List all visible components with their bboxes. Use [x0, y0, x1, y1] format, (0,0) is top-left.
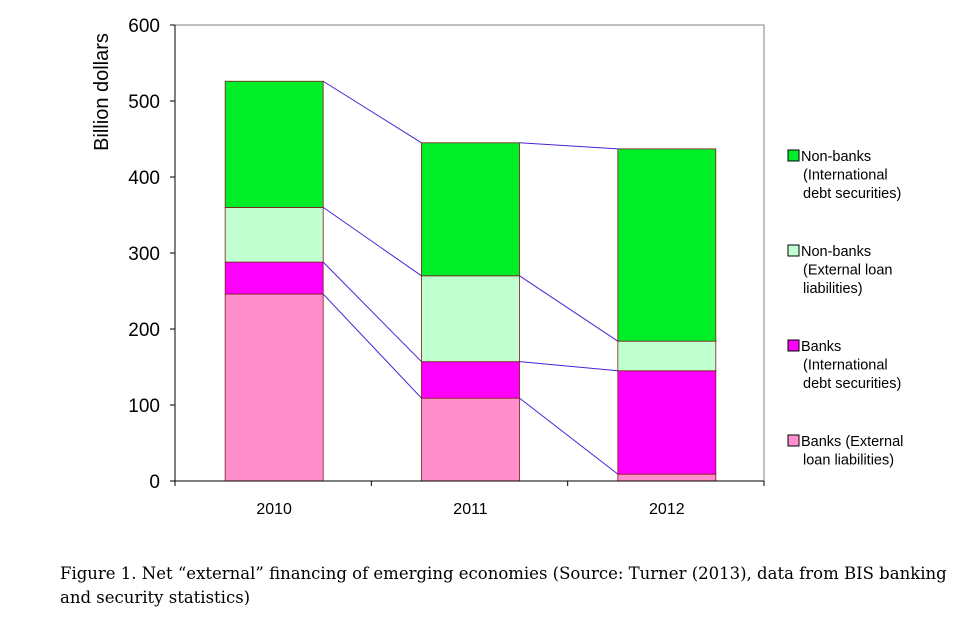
bar-segment	[421, 142, 520, 277]
legend-label: Non-banks	[801, 149, 871, 165]
legend: Non-banks (International debt securities) N…	[787, 149, 903, 469]
legend-label: liabilities)	[803, 281, 863, 297]
series-connector-line	[322, 261, 422, 363]
y-tick-label: 0	[149, 472, 160, 493]
bar-segment	[224, 261, 324, 295]
legend-label: (International	[803, 358, 888, 374]
figure-caption: Figure 1. Net “external” financing of em…	[60, 564, 947, 607]
legend-label: debt securities)	[803, 376, 901, 392]
bar-segment	[617, 148, 717, 342]
legend-label: loan liabilities)	[803, 453, 894, 469]
bar-segment	[617, 340, 717, 372]
x-tick-label: 2012	[649, 501, 685, 518]
series-connector-line	[519, 361, 618, 372]
bars	[224, 80, 717, 482]
legend-swatch	[787, 339, 800, 352]
series-connector-line	[322, 206, 422, 277]
y-tick-label: 100	[128, 396, 160, 417]
bar-segment	[617, 473, 717, 482]
bar-segment	[421, 397, 520, 482]
y-tick-label: 300	[128, 244, 160, 265]
legend-label: Non-banks	[801, 244, 871, 260]
legend-label: debt securities)	[803, 186, 901, 202]
y-tick-label: 600	[128, 16, 160, 37]
bar-segment	[224, 206, 324, 263]
legend-label: Banks	[801, 339, 841, 355]
bar-segment	[617, 370, 717, 475]
bar-segment	[224, 80, 324, 208]
x-tick-label: 2011	[453, 501, 488, 518]
series-connector-line	[519, 275, 619, 342]
series-connector-line	[322, 80, 422, 144]
y-tick-label: 500	[128, 92, 160, 113]
legend-label: (International	[803, 168, 888, 184]
x-tick-label: 2010	[256, 501, 292, 518]
legend-swatch	[787, 244, 800, 257]
chart: 0 100 200 300 400 500 600 2010 2011 2012 Billion…	[91, 16, 903, 518]
bar-segment	[224, 293, 324, 482]
y-tick-label: 400	[128, 168, 160, 189]
legend-label: Banks (External	[801, 434, 903, 450]
legend-label: (External loan	[803, 263, 892, 279]
series-connector-line	[519, 142, 618, 150]
series-connector-lines	[322, 80, 619, 475]
x-ticks: 2010 2011 2012	[174, 481, 765, 518]
y-ticks: 0 100 200 300 400 500 600	[128, 16, 175, 493]
y-axis-label: Billion dollars	[91, 33, 113, 151]
series-connector-line	[519, 397, 619, 475]
y-tick-label: 200	[128, 320, 160, 341]
bar-segment	[421, 361, 520, 399]
series-connector-line	[322, 293, 422, 399]
legend-swatch	[787, 434, 800, 447]
legend-swatch	[787, 149, 800, 162]
bar-segment	[421, 275, 520, 363]
